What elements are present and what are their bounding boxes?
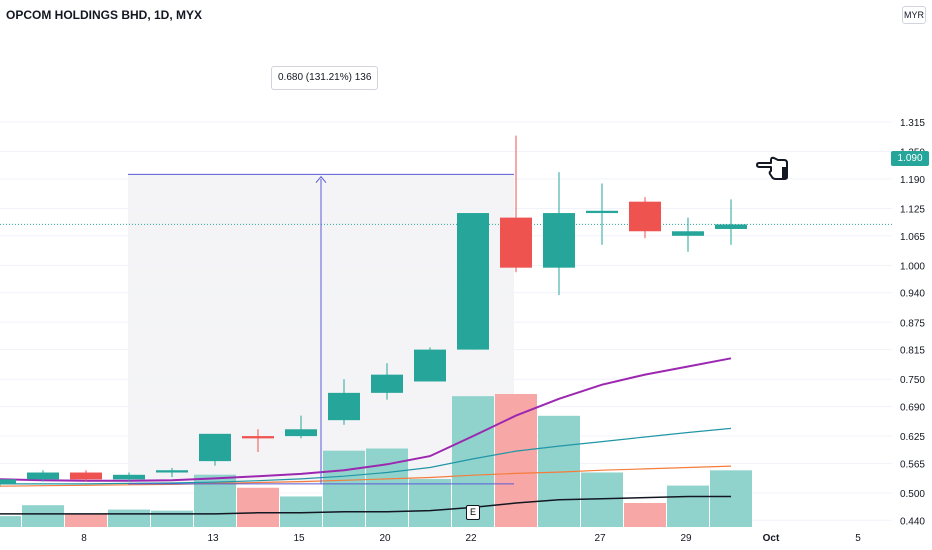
last-price-tag: 1.090 <box>891 151 929 166</box>
y-tick-label: 1.000 <box>900 261 925 272</box>
candle-body <box>113 474 145 480</box>
candle-body <box>0 479 16 484</box>
volume-bar <box>0 516 21 527</box>
y-tick-label: 0.750 <box>900 375 925 386</box>
y-tick-label: 1.065 <box>900 232 925 243</box>
x-tick-label: 27 <box>594 533 606 544</box>
candle-body <box>371 374 403 393</box>
candle-body <box>715 224 747 229</box>
y-tick-label: 0.625 <box>900 432 925 443</box>
volume-bar <box>323 450 365 527</box>
candle-body <box>543 213 575 268</box>
candle-body <box>285 429 317 437</box>
volume-bar <box>366 448 408 527</box>
volume-bar <box>237 487 279 527</box>
candle-body <box>457 213 489 350</box>
x-tick-label: 29 <box>680 533 692 544</box>
volume-ma-line <box>0 495 731 515</box>
x-tick-label: 5 <box>855 533 861 544</box>
candle-body <box>27 472 59 480</box>
candle-body <box>500 217 532 268</box>
y-tick-label: 0.500 <box>900 489 925 500</box>
volume-bar <box>624 503 666 527</box>
measure-arrowhead <box>315 175 327 183</box>
candle-body <box>629 201 661 232</box>
measure-label: 0.680 (131.21%) 136 <box>271 66 379 90</box>
candle-body <box>242 436 274 439</box>
candle-body <box>672 231 704 236</box>
x-tick-label: Oct <box>763 533 780 544</box>
x-tick-label: 13 <box>207 533 219 544</box>
x-tick-label: 15 <box>293 533 305 544</box>
y-tick-label: 0.875 <box>900 318 925 329</box>
x-tick-label: 22 <box>465 533 477 544</box>
volume-bar <box>667 485 709 527</box>
volume-bar <box>65 513 107 527</box>
y-tick-label: 0.690 <box>900 403 925 414</box>
orange-ma-line <box>0 465 732 487</box>
x-tick-label: 8 <box>81 533 87 544</box>
volume-bar <box>151 510 193 527</box>
pointing-hand-icon <box>756 156 788 180</box>
volume-bar <box>710 470 752 527</box>
volume-bar <box>409 479 451 527</box>
y-tick-label: 0.565 <box>900 459 925 470</box>
candle-body <box>70 472 102 480</box>
y-tick-label: 1.125 <box>900 205 925 216</box>
candle-body <box>199 433 231 462</box>
volume-bar <box>495 394 537 527</box>
volume-bar <box>22 505 64 527</box>
candle-body <box>586 210 618 214</box>
candle-body <box>328 392 360 421</box>
y-tick-label: 1.315 <box>900 118 925 129</box>
y-tick-label: 0.440 <box>900 516 925 527</box>
volume-bar <box>108 509 150 527</box>
teal-ma-line <box>0 427 732 485</box>
y-tick-label: 0.815 <box>900 346 925 357</box>
x-tick-label: 20 <box>379 533 391 544</box>
candle-body <box>414 349 446 382</box>
candle-body <box>156 470 188 473</box>
earnings-marker[interactable]: E <box>466 505 480 520</box>
currency-badge[interactable]: MYR <box>902 6 926 24</box>
y-tick-label: 1.190 <box>900 175 925 186</box>
purple-ma-line <box>0 357 732 482</box>
chart-title: OPCOM HOLDINGS BHD, 1D, MYX <box>6 8 203 22</box>
y-tick-label: 0.940 <box>900 289 925 300</box>
